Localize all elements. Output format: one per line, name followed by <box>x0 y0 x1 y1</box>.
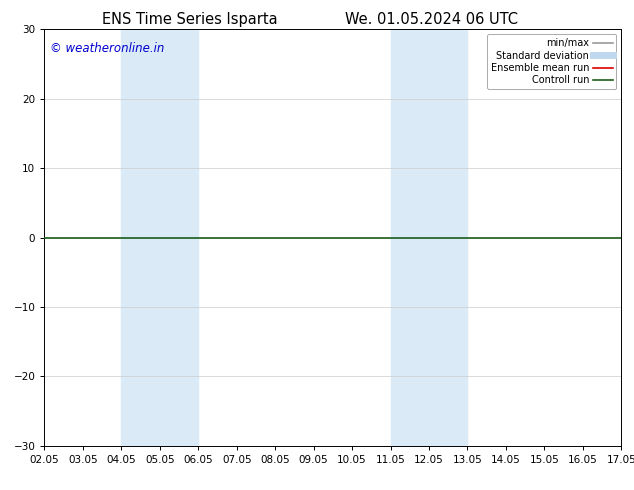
Text: We. 01.05.2024 06 UTC: We. 01.05.2024 06 UTC <box>345 12 517 27</box>
Text: ENS Time Series Isparta: ENS Time Series Isparta <box>102 12 278 27</box>
Bar <box>121 29 198 446</box>
Legend: min/max, Standard deviation, Ensemble mean run, Controll run: min/max, Standard deviation, Ensemble me… <box>487 34 616 89</box>
Text: © weatheronline.in: © weatheronline.in <box>50 42 165 55</box>
Bar <box>391 29 467 446</box>
